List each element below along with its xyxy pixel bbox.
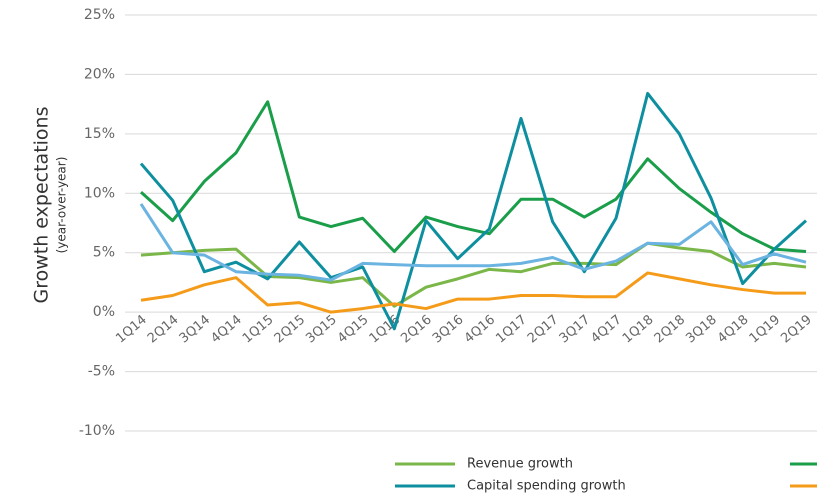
x-tick-label: 1Q15 xyxy=(240,312,276,346)
x-tick-label: 4Q14 xyxy=(208,312,244,346)
y-tick-label: 15% xyxy=(84,126,115,142)
x-tick-label: 2Q18 xyxy=(652,312,688,346)
x-tick-label: 2Q15 xyxy=(272,312,308,346)
series-line xyxy=(140,241,807,308)
y-tick-label: 5% xyxy=(93,245,115,261)
x-tick-label: 2Q17 xyxy=(525,312,561,346)
legend-label: Capital spending growth xyxy=(467,479,626,494)
x-tick-label: 4Q18 xyxy=(715,312,751,346)
series-line xyxy=(139,203,807,282)
x-tick-label: 3Q17 xyxy=(557,312,593,346)
x-tick-label: 2Q19 xyxy=(778,312,814,346)
x-tick-label: 3Q18 xyxy=(683,312,719,346)
y-axis-label: Growth expectations xyxy=(31,107,53,304)
series-line xyxy=(139,100,807,254)
x-tick-label: 1Q17 xyxy=(493,312,529,346)
y-tick-label: -10% xyxy=(79,423,115,439)
x-tick-label: 4Q16 xyxy=(462,312,498,346)
y-tick-label: -5% xyxy=(88,364,115,380)
x-tick-label: 4Q17 xyxy=(588,312,624,346)
x-tick-label: 3Q16 xyxy=(430,312,466,346)
y-tick-label: 25% xyxy=(84,7,115,23)
x-tick-label: 1Q14 xyxy=(113,312,149,346)
y-tick-label: 0% xyxy=(93,304,115,320)
x-tick-label: 3Q14 xyxy=(177,312,213,346)
y-axis-sublabel: (year-over-year) xyxy=(55,157,69,254)
x-tick-label: 4Q15 xyxy=(335,312,371,346)
x-tick-label: 1Q19 xyxy=(747,312,783,346)
x-tick-label: 2Q14 xyxy=(145,312,181,346)
series-line xyxy=(140,271,806,314)
x-tick-label: 3Q15 xyxy=(303,312,339,346)
y-tick-label: 10% xyxy=(84,185,115,201)
x-tick-label: 1Q18 xyxy=(620,312,656,346)
legend-label: Revenue growth xyxy=(467,457,573,472)
x-tick-label: 2Q16 xyxy=(398,312,434,346)
series-line xyxy=(139,91,808,331)
y-tick-label: 20% xyxy=(84,66,115,82)
